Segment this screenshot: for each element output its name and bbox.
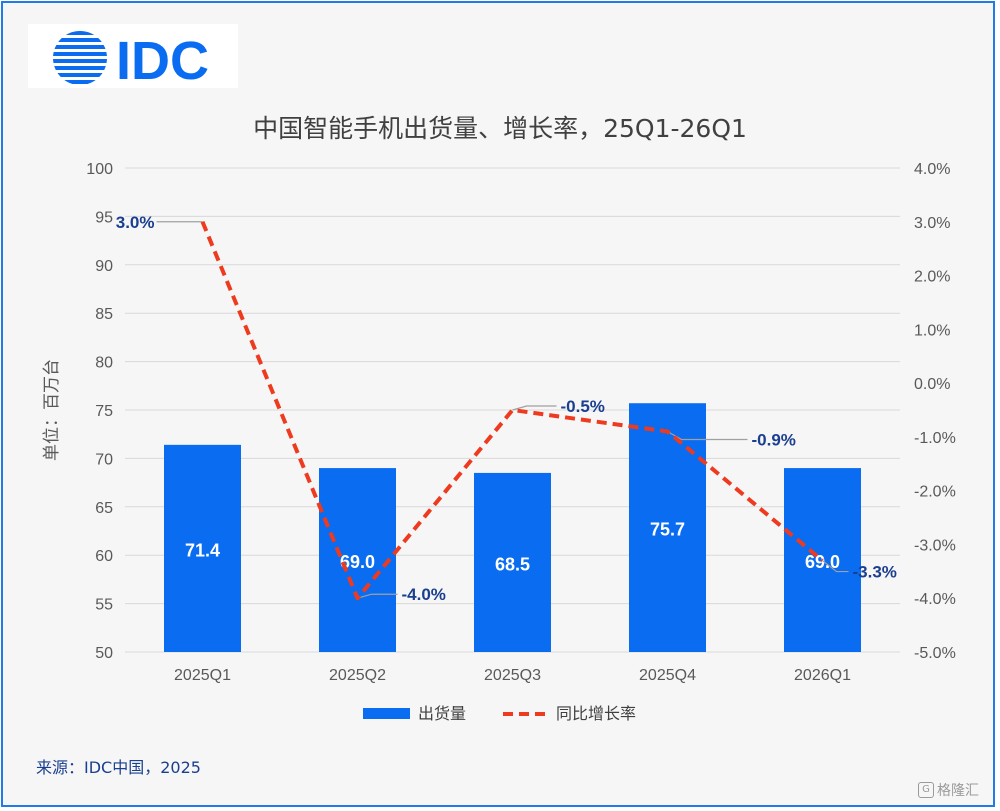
y-tick-label: 85 [95,306,113,323]
line-label: -4.0% [402,585,446,604]
y-tick-label: 60 [95,548,113,565]
bar [164,444,241,652]
logo-text: IDC [116,31,209,88]
y-tick-label: 70 [95,451,113,468]
x-tick-label: 2025Q3 [484,667,541,684]
bar-label: 69.0 [340,552,375,572]
y-tick-label: 65 [95,500,113,517]
leader-line [357,593,398,599]
watermark-icon: G [918,782,934,798]
y-tick-label: 90 [95,258,113,275]
idc-logo-icon: IDC [53,31,209,91]
y-tick-label: 95 [95,209,113,226]
line-label: -3.3% [853,563,897,582]
line-label: -0.9% [752,431,796,450]
watermark: G 格隆汇 [918,780,979,800]
bar-labels: 71.4 69.0 68.5 75.7 69.0 [185,520,840,575]
y2-tick-label: -3.0% [914,537,956,554]
bar-label: 69.0 [805,552,840,572]
bar-label: 75.7 [650,520,685,540]
source-note: 来源：IDC中国，2025 [36,758,201,777]
line-label: 3.0% [116,213,155,232]
leader-line [667,430,748,441]
leader-line [822,560,849,573]
y-axis-left: 100 95 90 85 80 75 70 65 60 55 50 [86,161,113,662]
y2-tick-label: -5.0% [914,645,956,662]
y-tick-label: 100 [86,161,113,178]
x-tick-label: 2025Q4 [639,667,696,684]
y2-tick-label: -1.0% [914,430,956,447]
y2-tick-label: 2.0% [914,269,950,286]
y-axis-right: 4.0% 3.0% 2.0% 1.0% 0.0% -1.0% -2.0% -3.0% -4.0%… [914,161,956,662]
leader-lines [156,221,849,599]
bar-label: 68.5 [495,554,530,574]
bar-series [164,403,861,652]
line-label: -0.5% [561,397,605,416]
legend-label-line: 同比增长率 [556,704,636,723]
legend-swatch-bar [363,708,410,719]
x-tick-label: 2025Q1 [174,667,231,684]
x-tick-label: 2026Q1 [794,667,851,684]
bar [319,468,396,652]
y2-tick-label: -4.0% [914,591,956,608]
y2-tick-label: 3.0% [914,215,950,232]
chart-title: 中国智能手机出货量、增长率，25Q1-26Q1 [253,114,747,143]
y-axis-label: 单位：百万台 [42,359,62,461]
bar [474,472,551,652]
x-axis: 2025Q1 2025Q2 2025Q3 2025Q4 2026Q1 [174,667,851,684]
line-labels: 3.0% -4.0% -0.5% -0.9% -3.3% [116,213,897,604]
bar [629,403,706,652]
y-tick-label: 50 [95,645,113,662]
y2-tick-label: 1.0% [914,322,950,339]
y-tick-label: 75 [95,403,113,420]
gridlines [125,167,900,653]
legend-label-bar: 出货量 [418,704,466,723]
watermark-text: 格隆汇 [937,783,979,799]
y2-tick-label: 0.0% [914,376,950,393]
y-tick-label: 80 [95,355,113,372]
leader-line [512,405,557,411]
bar-label: 71.4 [185,540,220,560]
x-tick-label: 2025Q2 [329,667,386,684]
legend: 出货量 同比增长率 [363,704,636,723]
y2-tick-label: -2.0% [914,484,956,501]
idc-logo: IDC [28,24,238,91]
y-tick-label: 55 [95,597,113,614]
y2-tick-label: 4.0% [914,161,950,178]
